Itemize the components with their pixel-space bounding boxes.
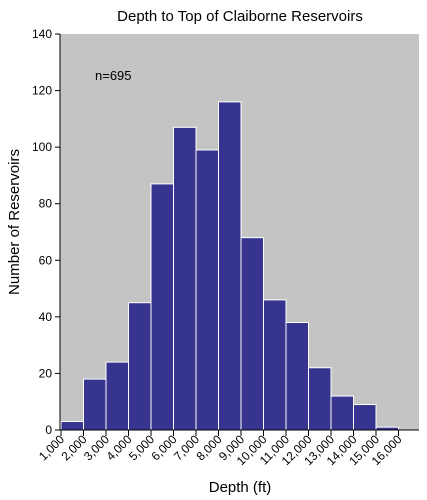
bar [263,299,287,431]
y-tick-label: 40 [39,310,53,324]
y-tick-label: 0 [45,423,52,437]
y-tick-label: 80 [39,197,53,211]
bar [105,361,129,431]
bar [83,378,107,431]
bars-group [60,101,399,431]
y-ticks-group: 0 20 40 60 80 100 120 140 [32,27,60,437]
chart-title: Depth to Top of Claiborne Reservoirs [117,8,363,25]
bar [60,421,84,431]
y-tick-label: 20 [39,366,53,380]
bar [285,322,309,431]
x-ticks-group: 1,0002,0003,0004,0005,0006,0007,0008,000… [36,430,405,468]
y-axis-title: Number of Reservoirs [6,149,23,295]
bar [128,302,152,431]
bar [195,149,219,431]
bar [240,237,264,431]
bar [308,367,332,431]
bar [150,183,174,431]
y-tick-label: 60 [39,253,53,267]
y-tick-label: 120 [32,84,52,98]
sample-size-annotation: n=695 [95,68,132,83]
bar [330,395,354,431]
bar [218,101,242,431]
axes-group [59,34,419,431]
bar [353,404,377,431]
y-tick-label: 100 [32,140,52,154]
bar [173,126,197,431]
y-tick-label: 140 [32,27,52,41]
x-axis-title: Depth (ft) [209,479,272,496]
